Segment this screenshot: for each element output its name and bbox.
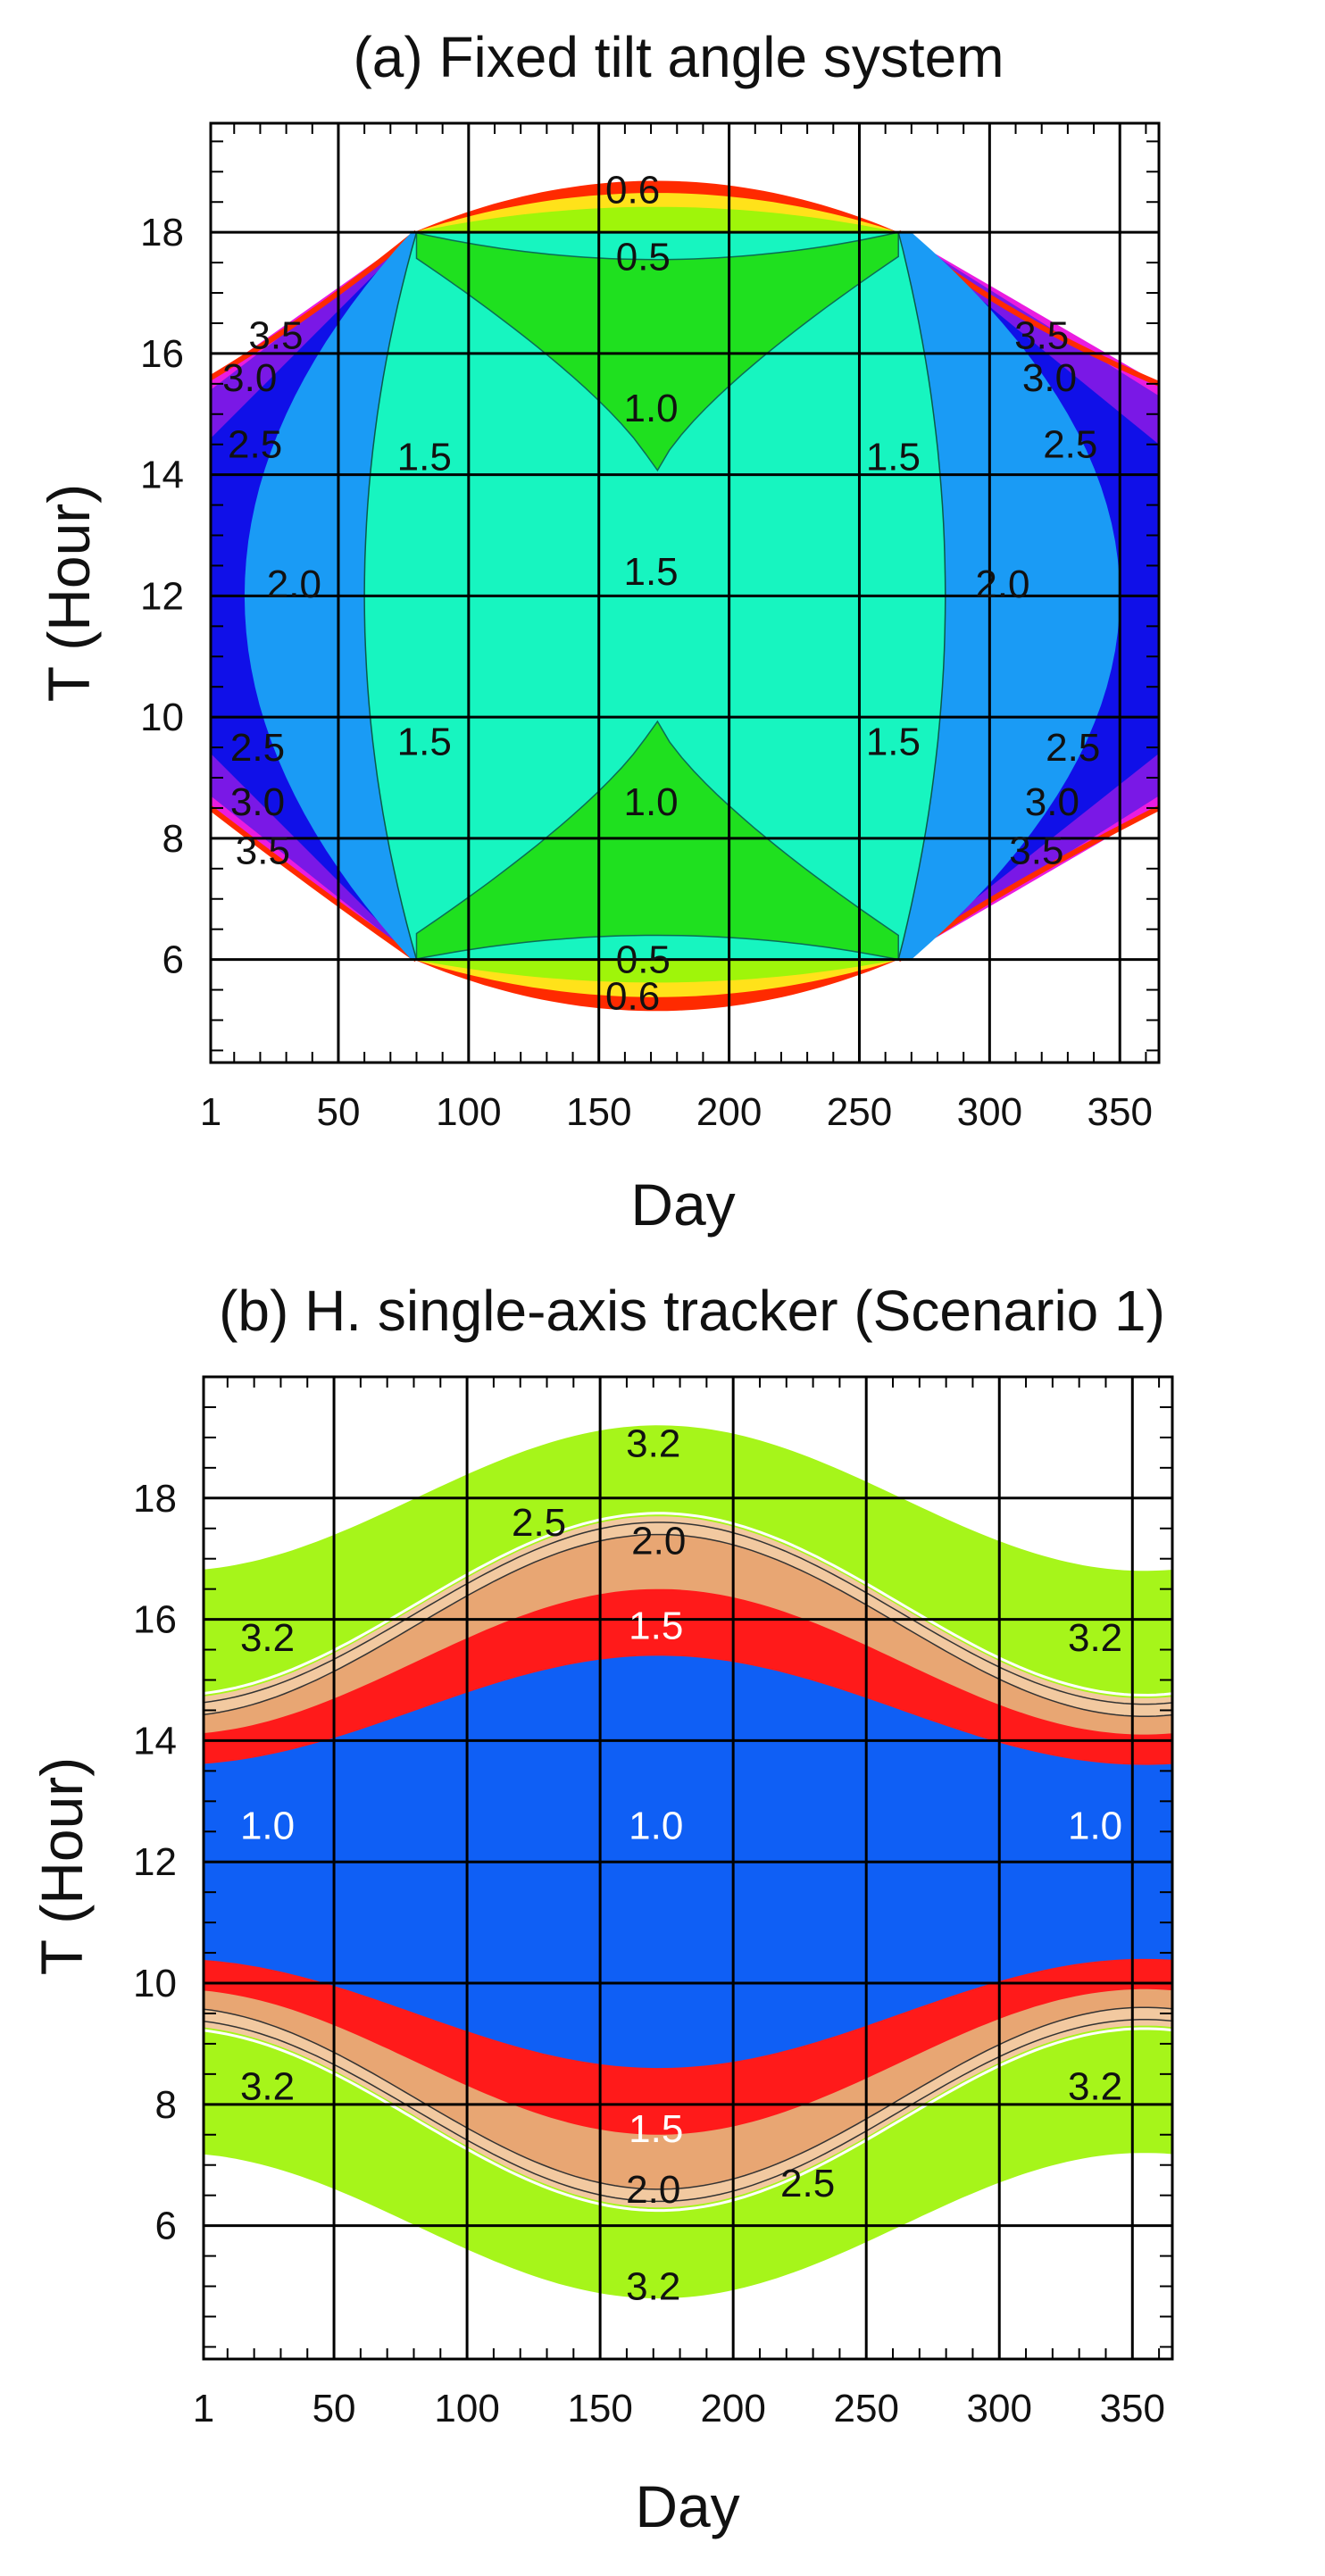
chart-a-contour-label: 2.0	[267, 563, 321, 606]
chart-b-ytick-label: 18	[133, 1477, 177, 1521]
chart-b-contour-label: 3.2	[1068, 1616, 1122, 1660]
fixed-left-bottom-edge	[211, 805, 419, 963]
chart-b-contour-label: 2.0	[626, 2168, 680, 2212]
chart-b-xtick-label: 50	[312, 2387, 356, 2430]
chart-a-ytick-label: 14	[140, 454, 184, 497]
chart-b-contour-label: 1.0	[240, 1804, 295, 1847]
fixed-bottom-0.5	[416, 959, 899, 983]
chart-b-xlabel: Day	[635, 2473, 739, 2539]
chart-a-contour-label: 0.6	[605, 169, 660, 213]
tracker-edge-lower-2.0	[204, 2006, 1172, 2190]
chart-b-xtick-label: 250	[834, 2387, 899, 2430]
tracker-edge-upper-2.5	[204, 1521, 1172, 1705]
chart-a-contour-label: 0.5	[616, 938, 671, 982]
chart-a-contour-label: 0.6	[605, 974, 660, 1018]
chart-a-xtick-label: 50	[316, 1090, 360, 1134]
chart-a-contour-label: 1.5	[866, 720, 921, 763]
chart-a-ytick-label: 12	[140, 574, 184, 618]
fixed-bottom-1.0	[415, 720, 899, 961]
chart-a-xtick-label: 1	[200, 1090, 221, 1134]
chart-b-contour-label: 2.5	[512, 1501, 566, 1545]
chart-a-contour-label: 2.5	[230, 726, 285, 770]
chart-a-contour-label: 1.0	[623, 387, 678, 430]
chart-a-contour-label: 3.5	[248, 314, 303, 358]
chart-a-contour-label: 3.5	[236, 829, 290, 872]
chart-a-xtick-label: 250	[827, 1090, 892, 1134]
chart-a-contour-label: 0.5	[616, 235, 671, 279]
chart-a-contour-label: 1.5	[866, 435, 921, 479]
tracker-edge-lower-2.5	[204, 2019, 1172, 2203]
chart-a-ytick-label: 16	[140, 332, 184, 376]
chart-b-contour-label: 1.0	[629, 1804, 683, 1847]
chart-a-contour-label: 1.5	[397, 720, 452, 763]
tracker-edge-upper-white	[204, 1512, 1172, 1697]
chart-a-contour-label: 1.5	[623, 550, 678, 594]
chart-a-contour-label: 1.0	[623, 780, 678, 824]
chart-a-contour-label: 3.5	[1014, 314, 1069, 358]
chart-a-contour-label: 2.0	[975, 563, 1029, 606]
chart-a-ylabel: T (Hour)	[36, 484, 102, 702]
chart-b-contour-label: 3.2	[240, 1616, 295, 1660]
chart-b-frame	[202, 1375, 1174, 2361]
chart-b-contour-label: 1.0	[1068, 1804, 1122, 1847]
chart-b-xtick-label: 350	[1100, 2387, 1165, 2430]
chart-a-title: (a) Fixed tilt angle system	[353, 25, 1004, 89]
chart-a-contour-label: 3.5	[1009, 829, 1063, 872]
chart-a-contour-label: 2.5	[1046, 726, 1100, 770]
chart-b-ytick-label: 8	[155, 2083, 177, 2127]
chart-b-contour-label: 1.5	[629, 2107, 683, 2151]
chart-b-ytick-label: 12	[133, 1840, 177, 1884]
fixed-top-0.5	[416, 206, 899, 233]
fixed-top-1.0	[415, 231, 899, 472]
chart-b-contour-label: 3.2	[240, 2064, 295, 2108]
chart-b-contour-label: 2.5	[780, 2162, 835, 2205]
chart-b-ytick-label: 10	[133, 1962, 177, 2005]
chart-a-contour-label: 1.5	[397, 435, 452, 479]
chart-a-contour-labels: 0.60.51.01.51.00.50.61.51.51.51.53.53.02…	[222, 169, 1100, 1019]
chart-a-xtick-label: 150	[566, 1090, 631, 1134]
chart-b-contour-label: 1.5	[629, 1604, 683, 1647]
chart-b-xtick-label: 100	[434, 2387, 499, 2430]
chart-a-contour-label: 3.0	[1025, 780, 1079, 824]
chart-b-ylabel: T (Hour)	[29, 1757, 95, 1975]
chart-a-xtick-label: 200	[696, 1090, 762, 1134]
chart-a-grid	[209, 123, 1159, 1063]
chart-b-ytick-label: 6	[155, 2205, 177, 2248]
chart-a-frame	[209, 121, 1161, 1064]
chart-a-xtick-label: 350	[1088, 1090, 1153, 1134]
chart-b-contour-label: 2.0	[631, 1519, 686, 1563]
chart-b-title: (b) H. single-axis tracker (Scenario 1)	[219, 1279, 1165, 1343]
chart-b-contour-label: 3.2	[626, 1422, 680, 1466]
chart-b-xtick-label: 1	[193, 2387, 214, 2430]
chart-a-xlabel: Day	[630, 1171, 735, 1238]
chart-b-xtick-label: 300	[967, 2387, 1032, 2430]
chart-b-ytick-label: 14	[133, 1719, 177, 1763]
chart-a-contour-label: 2.5	[1043, 423, 1097, 467]
chart-a-contour-label: 2.5	[228, 423, 282, 467]
chart-b-contour-label: 3.2	[1068, 2064, 1122, 2108]
chart-b-ytick-label: 16	[133, 1598, 177, 1642]
chart-a-xtick-label: 300	[957, 1090, 1022, 1134]
chart-a-ytick-label: 10	[140, 696, 184, 739]
tracker-edge-lower-white	[204, 2027, 1172, 2213]
chart-a-ytick-label: 8	[162, 817, 184, 861]
chart-b-contour-label: 3.2	[626, 2265, 680, 2309]
chart-a-ytick-label: 6	[162, 938, 184, 982]
chart-a-xtick-label: 100	[436, 1090, 501, 1134]
chart-b-contour-labels: 3.2 2.5 2.0 1.5 3.2 1.0 1.0 1.0 3.2 3.2 1.5 2.0 2.5 3…	[240, 1422, 1122, 2309]
chart-a-contour-label: 3.0	[230, 780, 285, 824]
chart-b-xtick-label: 150	[567, 2387, 632, 2430]
tracker-edge-upper-2.0	[204, 1533, 1172, 1717]
chart-b-xtick-label: 200	[700, 2387, 765, 2430]
fixed-left-top-edge	[211, 229, 419, 380]
chart-a-contour-label: 3.0	[222, 356, 277, 400]
chart-a-contour-label: 3.0	[1022, 356, 1077, 400]
chart-a-ytick-label: 18	[140, 211, 184, 254]
